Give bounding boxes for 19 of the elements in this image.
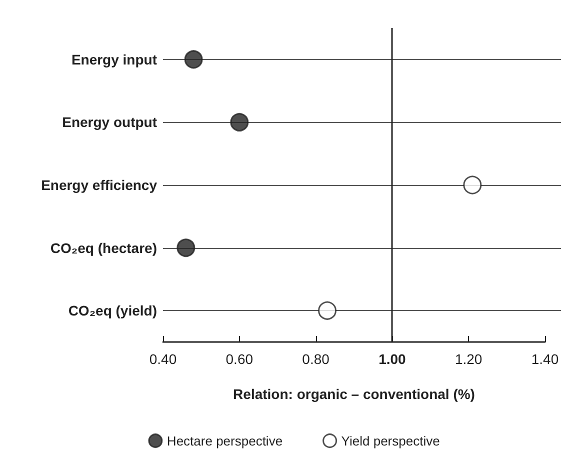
x-tick-label: 1.40	[531, 351, 559, 367]
y-tick-label: CO₂eq (yield)	[68, 302, 157, 319]
y-tick-label: CO₂eq (hectare)	[50, 240, 157, 256]
legend-label: Yield perspective	[341, 433, 440, 448]
y-tick-label: Energy input	[71, 51, 158, 68]
x-tick-label: 1.20	[454, 351, 482, 367]
point	[318, 301, 337, 320]
x-tick-label: 0.40	[149, 351, 177, 367]
x-tick-label: 1.00	[378, 351, 406, 367]
point	[184, 50, 203, 69]
x-axis-title: Relation: organic – conventional (%)	[233, 386, 475, 402]
x-tick-label: 0.60	[226, 351, 254, 367]
point	[463, 176, 482, 194]
x-tick-label: 0.80	[302, 351, 330, 367]
point	[230, 112, 249, 132]
y-tick-label: Energy efficiency	[41, 177, 158, 193]
point	[176, 238, 196, 258]
legend-label: Hectare perspective	[166, 433, 283, 448]
y-tick-label: Energy output	[62, 114, 158, 130]
